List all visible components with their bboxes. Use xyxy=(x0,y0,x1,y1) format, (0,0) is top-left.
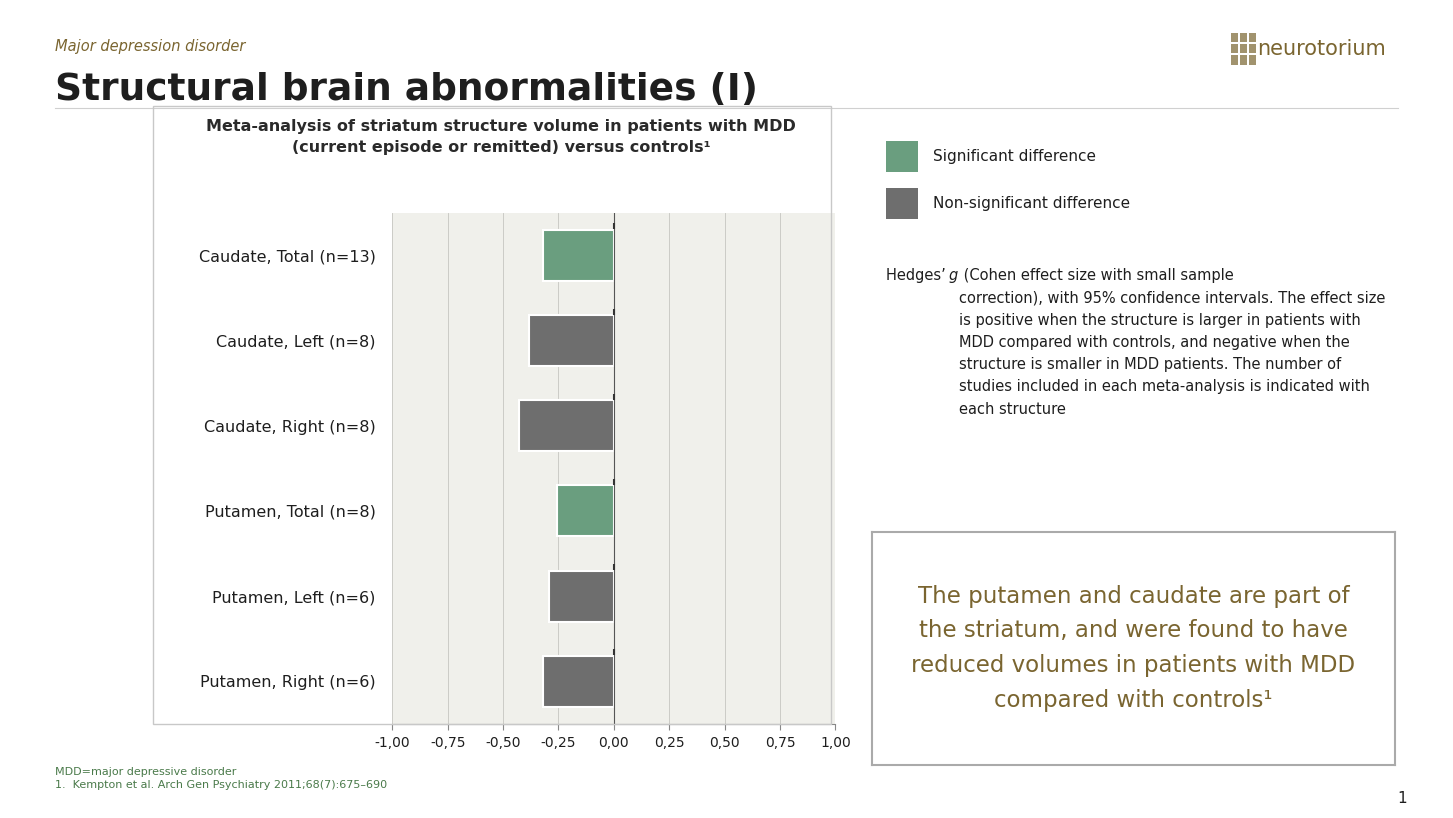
Text: neurotorium: neurotorium xyxy=(1257,39,1386,59)
Bar xyxy=(1248,33,1255,42)
Text: (Cohen effect size with small sample
correction), with 95% confidence intervals.: (Cohen effect size with small sample cor… xyxy=(959,268,1385,416)
Bar xyxy=(543,656,613,707)
Bar xyxy=(549,571,613,622)
Text: Structural brain abnormalities (I): Structural brain abnormalities (I) xyxy=(55,72,758,108)
Bar xyxy=(558,485,613,537)
Bar xyxy=(543,230,613,281)
Text: MDD=major depressive disorder: MDD=major depressive disorder xyxy=(55,767,237,777)
Text: Meta-analysis of striatum structure volume in patients with MDD
(current episode: Meta-analysis of striatum structure volu… xyxy=(206,119,796,155)
Text: 1: 1 xyxy=(1396,791,1407,807)
Text: Significant difference: Significant difference xyxy=(933,149,1096,164)
Bar xyxy=(1239,33,1247,42)
Bar xyxy=(1231,33,1238,42)
Text: The putamen and caudate are part of
the striatum, and were found to have
reduced: The putamen and caudate are part of the … xyxy=(911,585,1356,712)
Bar xyxy=(1248,56,1255,65)
Bar xyxy=(1248,44,1255,53)
Bar xyxy=(1239,56,1247,65)
Text: g: g xyxy=(949,268,958,283)
Bar xyxy=(1231,56,1238,65)
Text: 1.  Kempton et al. Arch Gen Psychiatry 2011;68(7):675–690: 1. Kempton et al. Arch Gen Psychiatry 20… xyxy=(55,780,388,790)
Text: Major depression disorder: Major depression disorder xyxy=(55,39,246,54)
Bar xyxy=(529,315,613,366)
Bar xyxy=(519,400,613,452)
Bar xyxy=(1231,44,1238,53)
Bar xyxy=(1239,44,1247,53)
Text: Hedges’: Hedges’ xyxy=(886,268,950,283)
Text: Non-significant difference: Non-significant difference xyxy=(933,196,1130,211)
